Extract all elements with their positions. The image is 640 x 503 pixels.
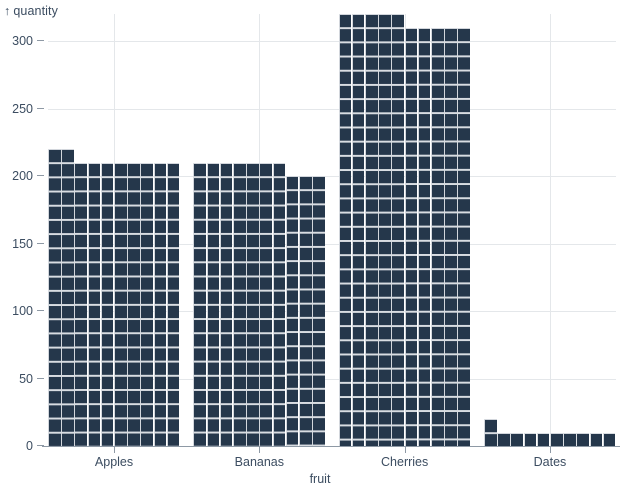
- bar[interactable]: [140, 162, 154, 446]
- bar[interactable]: [404, 27, 418, 446]
- y-tick-text: 0: [26, 439, 33, 453]
- bar[interactable]: [391, 14, 405, 446]
- bar[interactable]: [232, 162, 246, 446]
- bar[interactable]: [298, 176, 312, 446]
- bar[interactable]: [87, 162, 101, 446]
- gridline-x-dates: [549, 14, 551, 446]
- bar[interactable]: [193, 162, 206, 446]
- gridline-y-100: [48, 311, 616, 312]
- gridline-y-50: [48, 378, 616, 380]
- x-axis-domain-line: [42, 446, 620, 447]
- bar-group-cherries: [338, 14, 471, 446]
- bar[interactable]: [483, 419, 497, 446]
- bar[interactable]: [497, 432, 510, 446]
- bar-group-bananas: [193, 14, 325, 446]
- bar[interactable]: [576, 432, 589, 446]
- x-tick-mark-dates: [549, 447, 551, 453]
- bar[interactable]: [61, 149, 74, 446]
- gridline-y-300: [48, 41, 616, 42]
- gridline-y-150: [48, 243, 616, 245]
- bar[interactable]: [285, 176, 299, 446]
- y-tick-label-150: 150: [12, 237, 48, 251]
- bar[interactable]: [259, 162, 272, 446]
- x-tick-label-dates: Dates: [533, 455, 567, 469]
- bar[interactable]: [365, 14, 378, 446]
- x-tick-mark-apples: [114, 447, 116, 453]
- bar[interactable]: [510, 432, 523, 446]
- y-tick-dash-icon: [37, 445, 44, 447]
- y-tick-label-0: 0: [26, 439, 48, 453]
- bar[interactable]: [166, 162, 180, 446]
- y-tick-label-50: 50: [19, 372, 48, 386]
- bar[interactable]: [100, 162, 114, 446]
- bars-layer: [48, 14, 616, 446]
- x-tick-label-bananas: Bananas: [234, 455, 285, 469]
- x-tick-mark-bananas: [259, 447, 261, 453]
- gridline-y-200: [48, 176, 616, 177]
- bar-group-apples: [48, 14, 180, 446]
- bar[interactable]: [338, 14, 352, 446]
- y-tick-dash-icon: [37, 242, 44, 244]
- y-tick-dash-icon: [37, 377, 44, 379]
- y-tick-dash-icon: [37, 175, 44, 177]
- x-axis-title: fruit: [309, 472, 331, 486]
- bar[interactable]: [351, 14, 365, 446]
- bar[interactable]: [589, 432, 603, 446]
- y-tick-text: 50: [19, 371, 33, 386]
- y-tick-label-200: 200: [12, 169, 48, 183]
- bar[interactable]: [549, 432, 563, 446]
- y-tick-label-100: 100: [12, 304, 48, 318]
- bar[interactable]: [523, 432, 537, 446]
- bar[interactable]: [536, 432, 550, 446]
- y-tick-label-300: 300: [12, 34, 48, 48]
- y-tick-text: 150: [12, 236, 33, 251]
- bar-group-dates: [483, 14, 616, 446]
- bar[interactable]: [153, 162, 167, 446]
- bar[interactable]: [457, 27, 471, 446]
- bar[interactable]: [431, 27, 444, 446]
- plot-area: 0 50 100 150 200 250 300: [12, 14, 620, 453]
- bar[interactable]: [74, 162, 87, 446]
- bar[interactable]: [272, 162, 286, 446]
- bar[interactable]: [114, 162, 127, 446]
- x-tick-mark-cherries: [404, 447, 406, 453]
- y-axis-title: ↑ quantity: [4, 4, 58, 18]
- bar[interactable]: [602, 432, 616, 446]
- bar[interactable]: [219, 162, 233, 446]
- y-tick-text: 100: [12, 304, 33, 318]
- x-tick-label-cherries: Cherries: [381, 455, 429, 469]
- y-tick-dash-icon: [37, 310, 44, 312]
- y-tick-text: 250: [12, 101, 33, 116]
- x-tick-label-apples: Apples: [94, 455, 134, 469]
- bar[interactable]: [206, 162, 220, 446]
- bar[interactable]: [563, 432, 576, 446]
- y-tick-dash-icon: [37, 107, 44, 109]
- y-tick-text: 200: [12, 169, 33, 183]
- y-axis-title-text: quantity: [13, 4, 58, 18]
- bar[interactable]: [378, 14, 391, 446]
- bar[interactable]: [312, 176, 325, 446]
- y-tick-dash-icon: [37, 40, 44, 42]
- bar[interactable]: [444, 27, 457, 446]
- y-tick-text: 300: [12, 34, 33, 48]
- bar[interactable]: [127, 162, 140, 446]
- bar[interactable]: [246, 162, 259, 446]
- y-tick-label-250: 250: [12, 102, 48, 116]
- bar[interactable]: [48, 149, 61, 446]
- bar[interactable]: [417, 27, 431, 446]
- gridline-y-250: [48, 108, 616, 110]
- up-arrow-icon: ↑: [4, 4, 11, 18]
